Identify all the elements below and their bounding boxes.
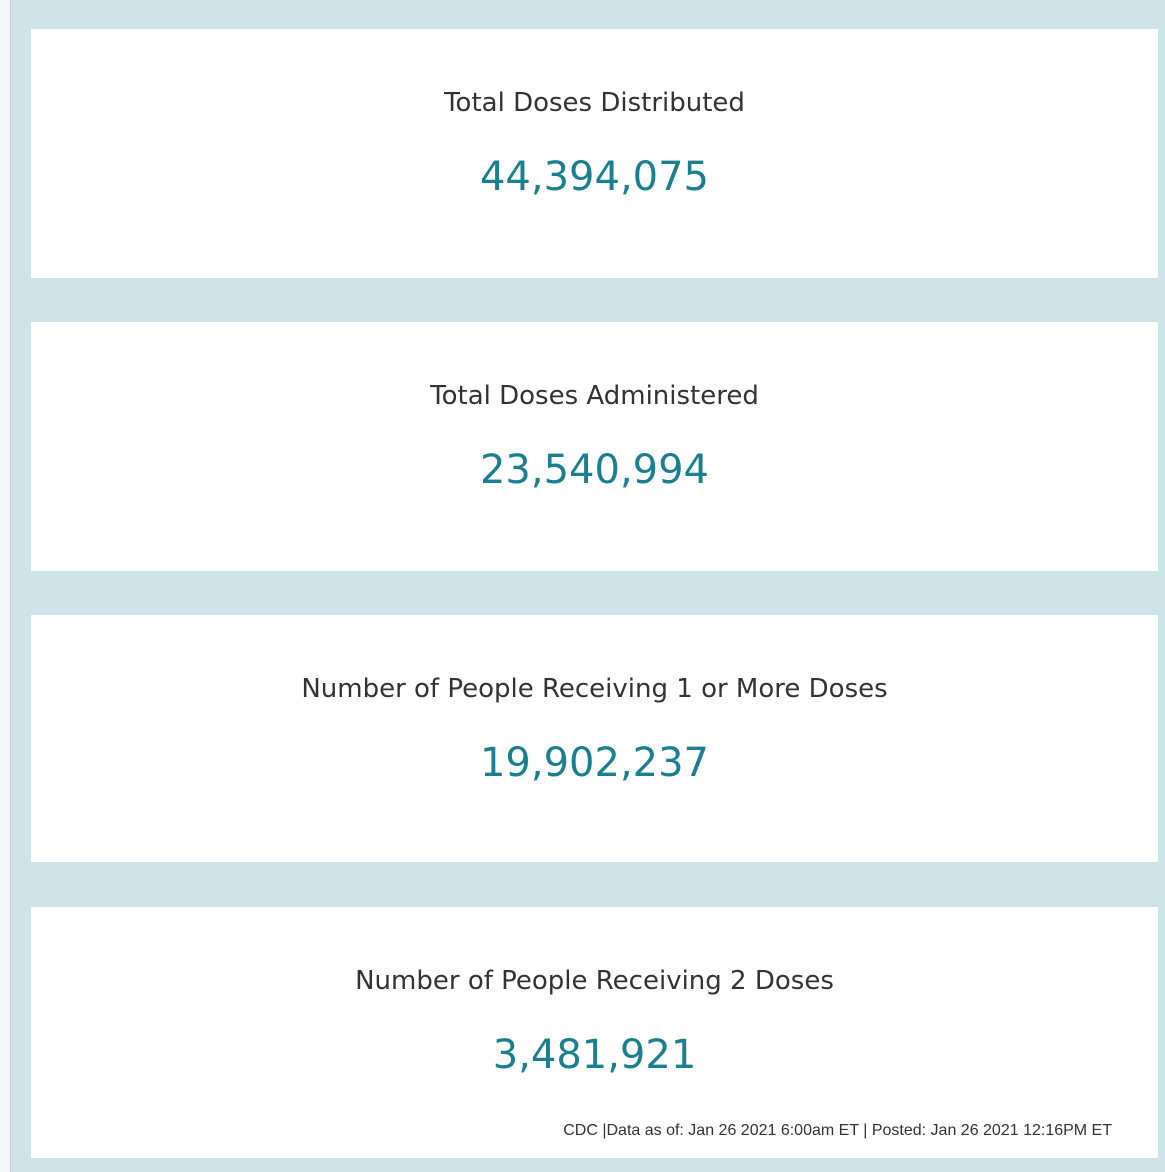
card-label: Total Doses Distributed (444, 88, 745, 118)
footer-note: CDC |Data as of: Jan 26 2021 6:00am ET |… (563, 1122, 1112, 1139)
stat-card: Total Doses Distributed 44,394,075 (31, 29, 1158, 278)
stat-card: Total Doses Administered 23,540,994 (31, 322, 1158, 571)
card-value: 44,394,075 (479, 154, 710, 200)
card-value: 3,481,921 (492, 1032, 697, 1078)
card-value: 19,902,237 (479, 740, 710, 786)
stat-card: Number of People Receiving 2 Doses 3,481… (31, 907, 1158, 1158)
card-label: Number of People Receiving 2 Doses (355, 966, 834, 996)
card-value: 23,540,994 (479, 447, 710, 493)
card-label: Number of People Receiving 1 or More Dos… (301, 674, 888, 704)
card-label: Total Doses Administered (430, 381, 759, 411)
stat-card: Number of People Receiving 1 or More Dos… (31, 615, 1158, 862)
window-edge (0, 0, 11, 1172)
